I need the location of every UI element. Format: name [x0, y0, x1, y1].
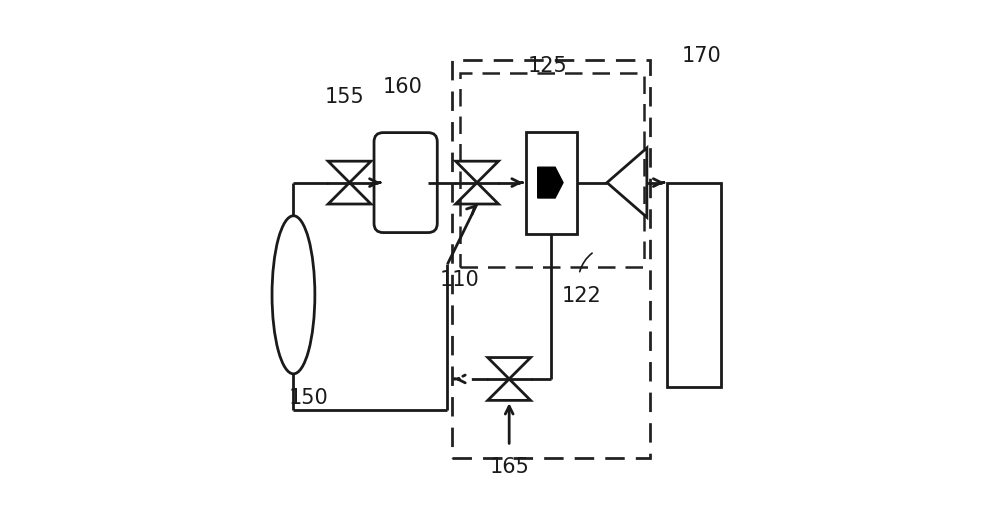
Bar	[460, 74, 644, 267]
Bar	[452, 61, 650, 458]
Bar	[667, 183, 721, 387]
Text: 150: 150	[289, 387, 329, 407]
Text: 165: 165	[489, 456, 529, 476]
Bar	[526, 132, 576, 234]
Text: 155: 155	[325, 87, 364, 107]
Text: 170: 170	[682, 46, 721, 66]
Text: 122: 122	[562, 285, 601, 305]
FancyBboxPatch shape	[374, 133, 437, 233]
Ellipse shape	[272, 216, 315, 374]
Text: 125: 125	[528, 56, 567, 76]
Text: 160: 160	[383, 76, 423, 97]
Text: 110: 110	[439, 270, 479, 290]
Polygon shape	[538, 168, 563, 199]
